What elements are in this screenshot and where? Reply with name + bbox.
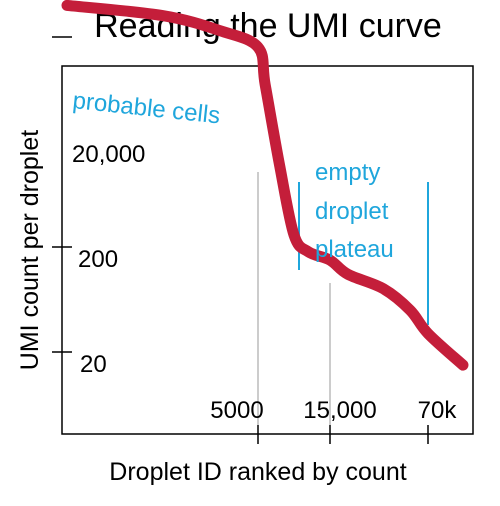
y-tick-label-200: 200	[78, 246, 118, 273]
probable-cells-label: probable cells	[71, 87, 221, 129]
plateau-label-line-3: plateau	[315, 236, 394, 263]
plateau-label-line-2: droplet	[315, 198, 389, 225]
y-tick-label-20: 20	[80, 351, 107, 378]
x-axis-label: Droplet ID ranked by count	[109, 458, 406, 486]
y-axis-label: UMI count per droplet	[16, 130, 44, 370]
x-tick-label-5000: 5000	[210, 397, 263, 424]
tick-labels: 20,000 200 20 5000 15,000 70k	[72, 141, 457, 424]
plateau-label-line-1: empty	[315, 159, 380, 186]
umi-curve-line	[67, 5, 463, 365]
x-tick-label-70k: 70k	[418, 397, 458, 424]
y-tick-label-20000: 20,000	[72, 141, 145, 168]
x-tick-label-15000: 15,000	[303, 397, 376, 424]
